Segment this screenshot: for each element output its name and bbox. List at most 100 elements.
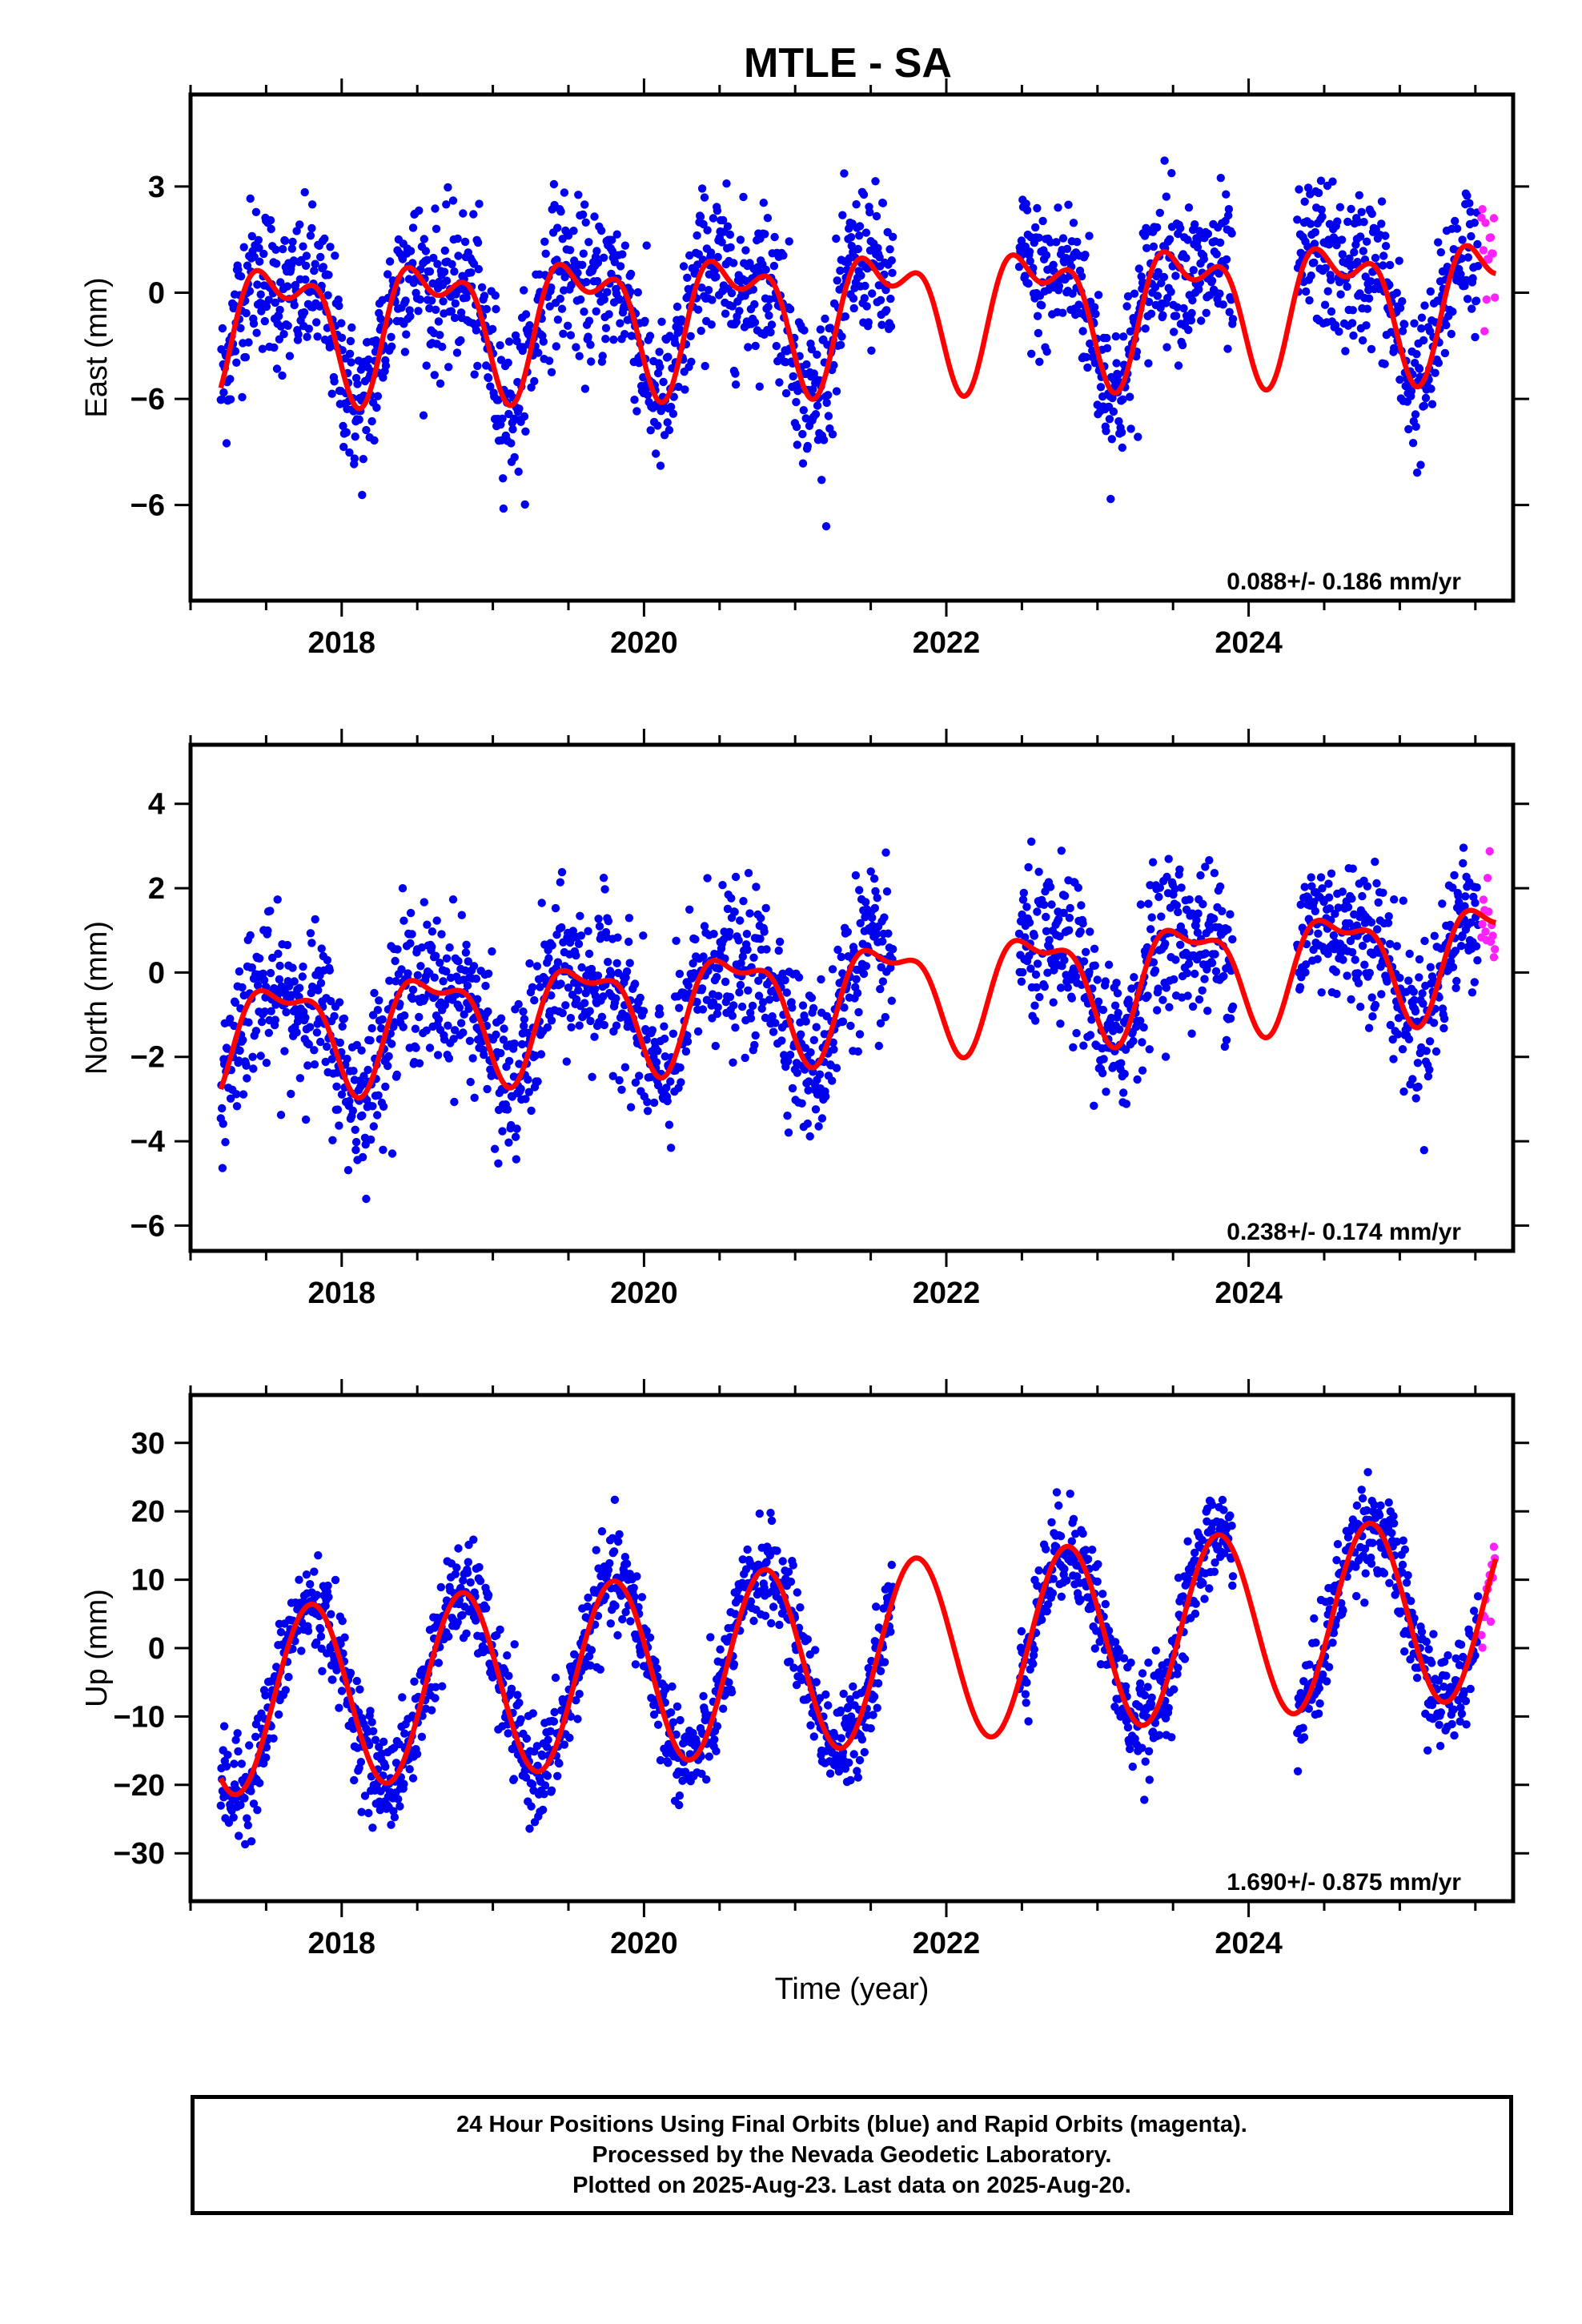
data-point-final: [430, 371, 439, 380]
data-point-final: [391, 956, 400, 966]
data-point-final: [861, 281, 869, 291]
data-point-final: [1199, 255, 1209, 263]
data-point-final: [1434, 359, 1443, 368]
data-point-final: [573, 268, 582, 277]
data-point-final: [406, 939, 415, 948]
data-point-rapid: [1483, 874, 1492, 883]
data-point-rapid: [1488, 249, 1497, 258]
data-point-final: [429, 253, 438, 263]
data-point-final: [226, 1015, 235, 1023]
data-point-final: [278, 371, 287, 380]
data-point-final: [642, 1035, 651, 1044]
data-point-final: [464, 957, 472, 966]
data-point-final: [866, 867, 875, 876]
data-point-final: [1153, 292, 1162, 300]
data-point-final: [1104, 960, 1114, 969]
data-point-final: [878, 977, 888, 986]
data-point-final: [580, 308, 588, 316]
data-point-final: [1052, 238, 1061, 247]
x-tick-label: 2024: [1215, 626, 1283, 660]
data-point-final: [345, 349, 355, 358]
data-point-final: [664, 1759, 673, 1767]
data-point-final: [593, 258, 603, 267]
data-point-final: [544, 954, 553, 963]
data-point-final: [1096, 383, 1106, 392]
data-point-final: [1338, 887, 1347, 896]
data-point-final: [1301, 968, 1310, 977]
data-point-final: [408, 930, 416, 939]
data-point-final: [1189, 266, 1199, 275]
data-point-final: [410, 1677, 419, 1686]
data-point-final: [653, 421, 662, 430]
data-point-final: [1318, 884, 1327, 893]
data-point-final: [1144, 359, 1153, 368]
data-point-final: [855, 886, 864, 895]
data-point-final: [1317, 205, 1326, 215]
data-point-final: [544, 1735, 552, 1744]
data-point-final: [267, 224, 275, 234]
data-point-final: [600, 885, 609, 894]
data-point-final: [364, 355, 373, 364]
data-point-final: [1114, 1008, 1122, 1018]
data-point-final: [434, 317, 444, 326]
data-point-final: [1422, 1047, 1431, 1055]
data-point-final: [1420, 936, 1429, 946]
data-point-final: [586, 1016, 595, 1026]
data-point-final: [292, 1028, 301, 1037]
data-point-final: [677, 1078, 685, 1087]
data-point-final: [1042, 347, 1051, 356]
data-point-final: [1395, 375, 1404, 384]
data-point-final: [772, 341, 781, 351]
data-point-final: [521, 310, 531, 319]
data-point-final: [568, 927, 577, 935]
data-point-final: [793, 1068, 801, 1077]
data-point-final: [262, 1743, 271, 1752]
data-point-final: [876, 1019, 885, 1028]
data-point-final: [620, 330, 629, 339]
data-point-final: [604, 958, 612, 967]
data-point-final: [1302, 960, 1311, 969]
data-point-final: [876, 1667, 885, 1675]
data-point-final: [1448, 308, 1457, 316]
data-point-final: [560, 188, 569, 197]
data-point-final: [1211, 967, 1221, 976]
data-point-final: [453, 1618, 462, 1627]
data-point-final: [1461, 892, 1470, 901]
data-point-final: [1411, 1094, 1420, 1103]
data-point-final: [500, 1024, 508, 1033]
data-point-final: [876, 296, 885, 304]
data-point-final: [837, 952, 846, 962]
data-point-final: [463, 1568, 472, 1578]
data-point-final: [378, 1015, 387, 1024]
data-point-final: [604, 917, 613, 926]
data-point-final: [632, 407, 641, 416]
data-point-final: [1367, 344, 1376, 354]
data-point-final: [626, 1617, 635, 1626]
data-point-final: [1063, 983, 1073, 992]
data-point-final: [705, 1752, 713, 1761]
data-point-final: [230, 300, 239, 310]
data-point-final: [1162, 192, 1171, 201]
data-point-final: [706, 1633, 715, 1642]
data-point-final: [510, 1039, 519, 1048]
data-point-final: [546, 1727, 555, 1735]
data-point-final: [885, 245, 894, 254]
data-point-final: [351, 1145, 360, 1155]
data-point-final: [259, 249, 268, 259]
data-point-final: [1347, 995, 1355, 1004]
data-point-final: [1379, 888, 1387, 898]
data-point-final: [1198, 986, 1207, 995]
data-point-final: [456, 336, 465, 345]
data-point-final: [1452, 983, 1460, 993]
data-point-final: [1367, 918, 1376, 927]
data-point-final: [1064, 200, 1073, 209]
data-point-final: [807, 993, 817, 1003]
data-point-final: [1295, 983, 1305, 991]
data-point-final: [761, 1013, 770, 1023]
data-point-final: [729, 1058, 737, 1068]
data-point-final: [359, 1072, 368, 1080]
data-point-final: [349, 1724, 358, 1733]
x-tick-label: 2018: [308, 1277, 376, 1310]
data-point-final: [520, 1766, 529, 1775]
data-point-final: [311, 915, 319, 924]
